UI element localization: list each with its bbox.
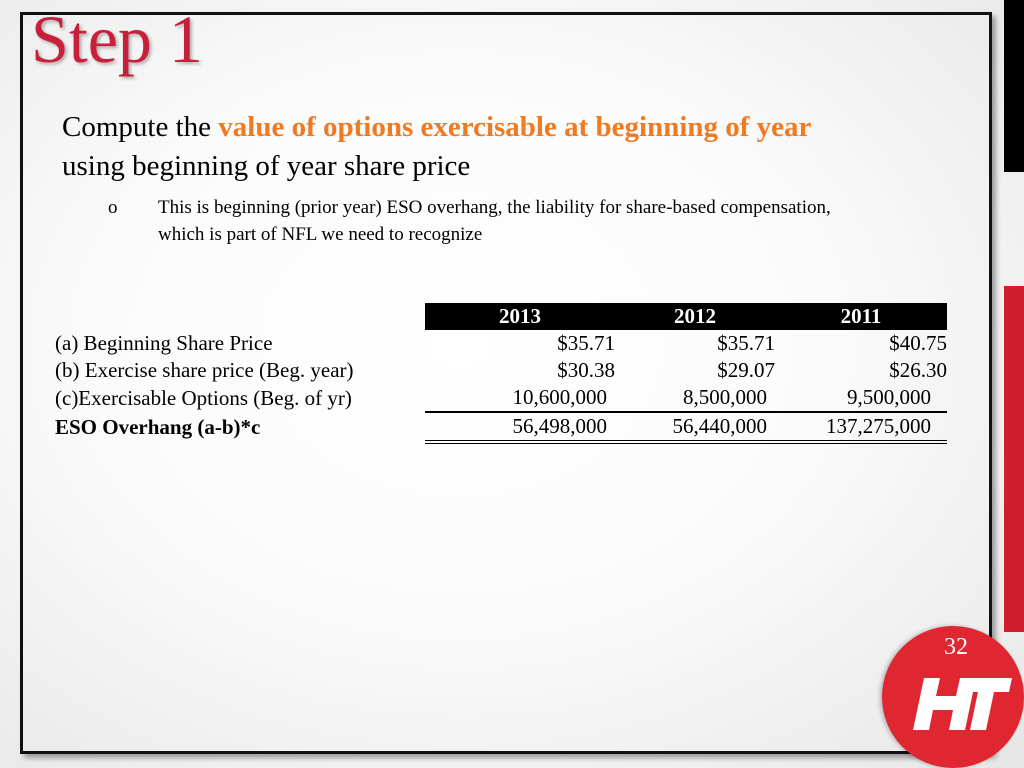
- table-cell: $40.75: [889, 331, 947, 355]
- col-header-2013: 2013: [425, 303, 615, 330]
- row-label: (c)Exercisable Options (Beg. of yr): [55, 385, 352, 410]
- table-cell: 10,600,000: [425, 384, 615, 413]
- table-total-row: ESO Overhang (a-b)*c 56,498,000 56,440,0…: [55, 412, 947, 444]
- lead-text-start: Compute the: [62, 111, 219, 143]
- table-cell: $26.30: [889, 358, 947, 382]
- table-cell: 56,440,000: [615, 412, 775, 444]
- side-bar-red: [1004, 286, 1024, 632]
- side-bar-black: [1004, 0, 1024, 172]
- table-cell: $35.71: [557, 331, 615, 355]
- lead-text-end: using beginning of year share price: [62, 150, 471, 182]
- eso-table: 2013 2012 2011 (a) Beginning Share Price…: [55, 303, 947, 444]
- table-row: (b) Exercise share price (Beg. year) $30…: [55, 357, 947, 384]
- table-cell: $35.71: [717, 331, 775, 355]
- row-label: (a) Beginning Share Price: [55, 331, 273, 355]
- col-header-2011: 2011: [775, 303, 947, 330]
- row-label: ESO Overhang (a-b)*c: [55, 414, 261, 439]
- page-number: 32: [944, 634, 968, 660]
- lead-paragraph: Compute the value of options exercisable…: [62, 108, 962, 186]
- lead-highlight: value of options exercisable at beginnin…: [218, 111, 812, 143]
- row-label: (b) Exercise share price (Beg. year): [55, 358, 354, 382]
- table-cell: $30.38: [557, 358, 615, 382]
- ht-logo-icon: [913, 678, 1012, 730]
- table-header-row: 2013 2012 2011: [55, 303, 947, 330]
- table-row: (c)Exercisable Options (Beg. of yr) 10,6…: [55, 384, 947, 413]
- table-cell: 9,500,000: [775, 384, 947, 413]
- slide-frame: [20, 12, 992, 754]
- bullet-marker: o: [108, 197, 118, 218]
- bullet-text: This is beginning (prior year) ESO overh…: [158, 197, 831, 245]
- table-header-blank: [55, 303, 425, 330]
- table-cell: $29.07: [717, 358, 775, 382]
- table-cell: 137,275,000: [775, 412, 947, 444]
- table-cell: 8,500,000: [615, 384, 775, 413]
- col-header-2012: 2012: [615, 303, 775, 330]
- table-row: (a) Beginning Share Price $35.71 $35.71 …: [55, 330, 947, 357]
- slide-title: Step 1: [31, 1, 203, 77]
- table-cell: 56,498,000: [425, 412, 615, 444]
